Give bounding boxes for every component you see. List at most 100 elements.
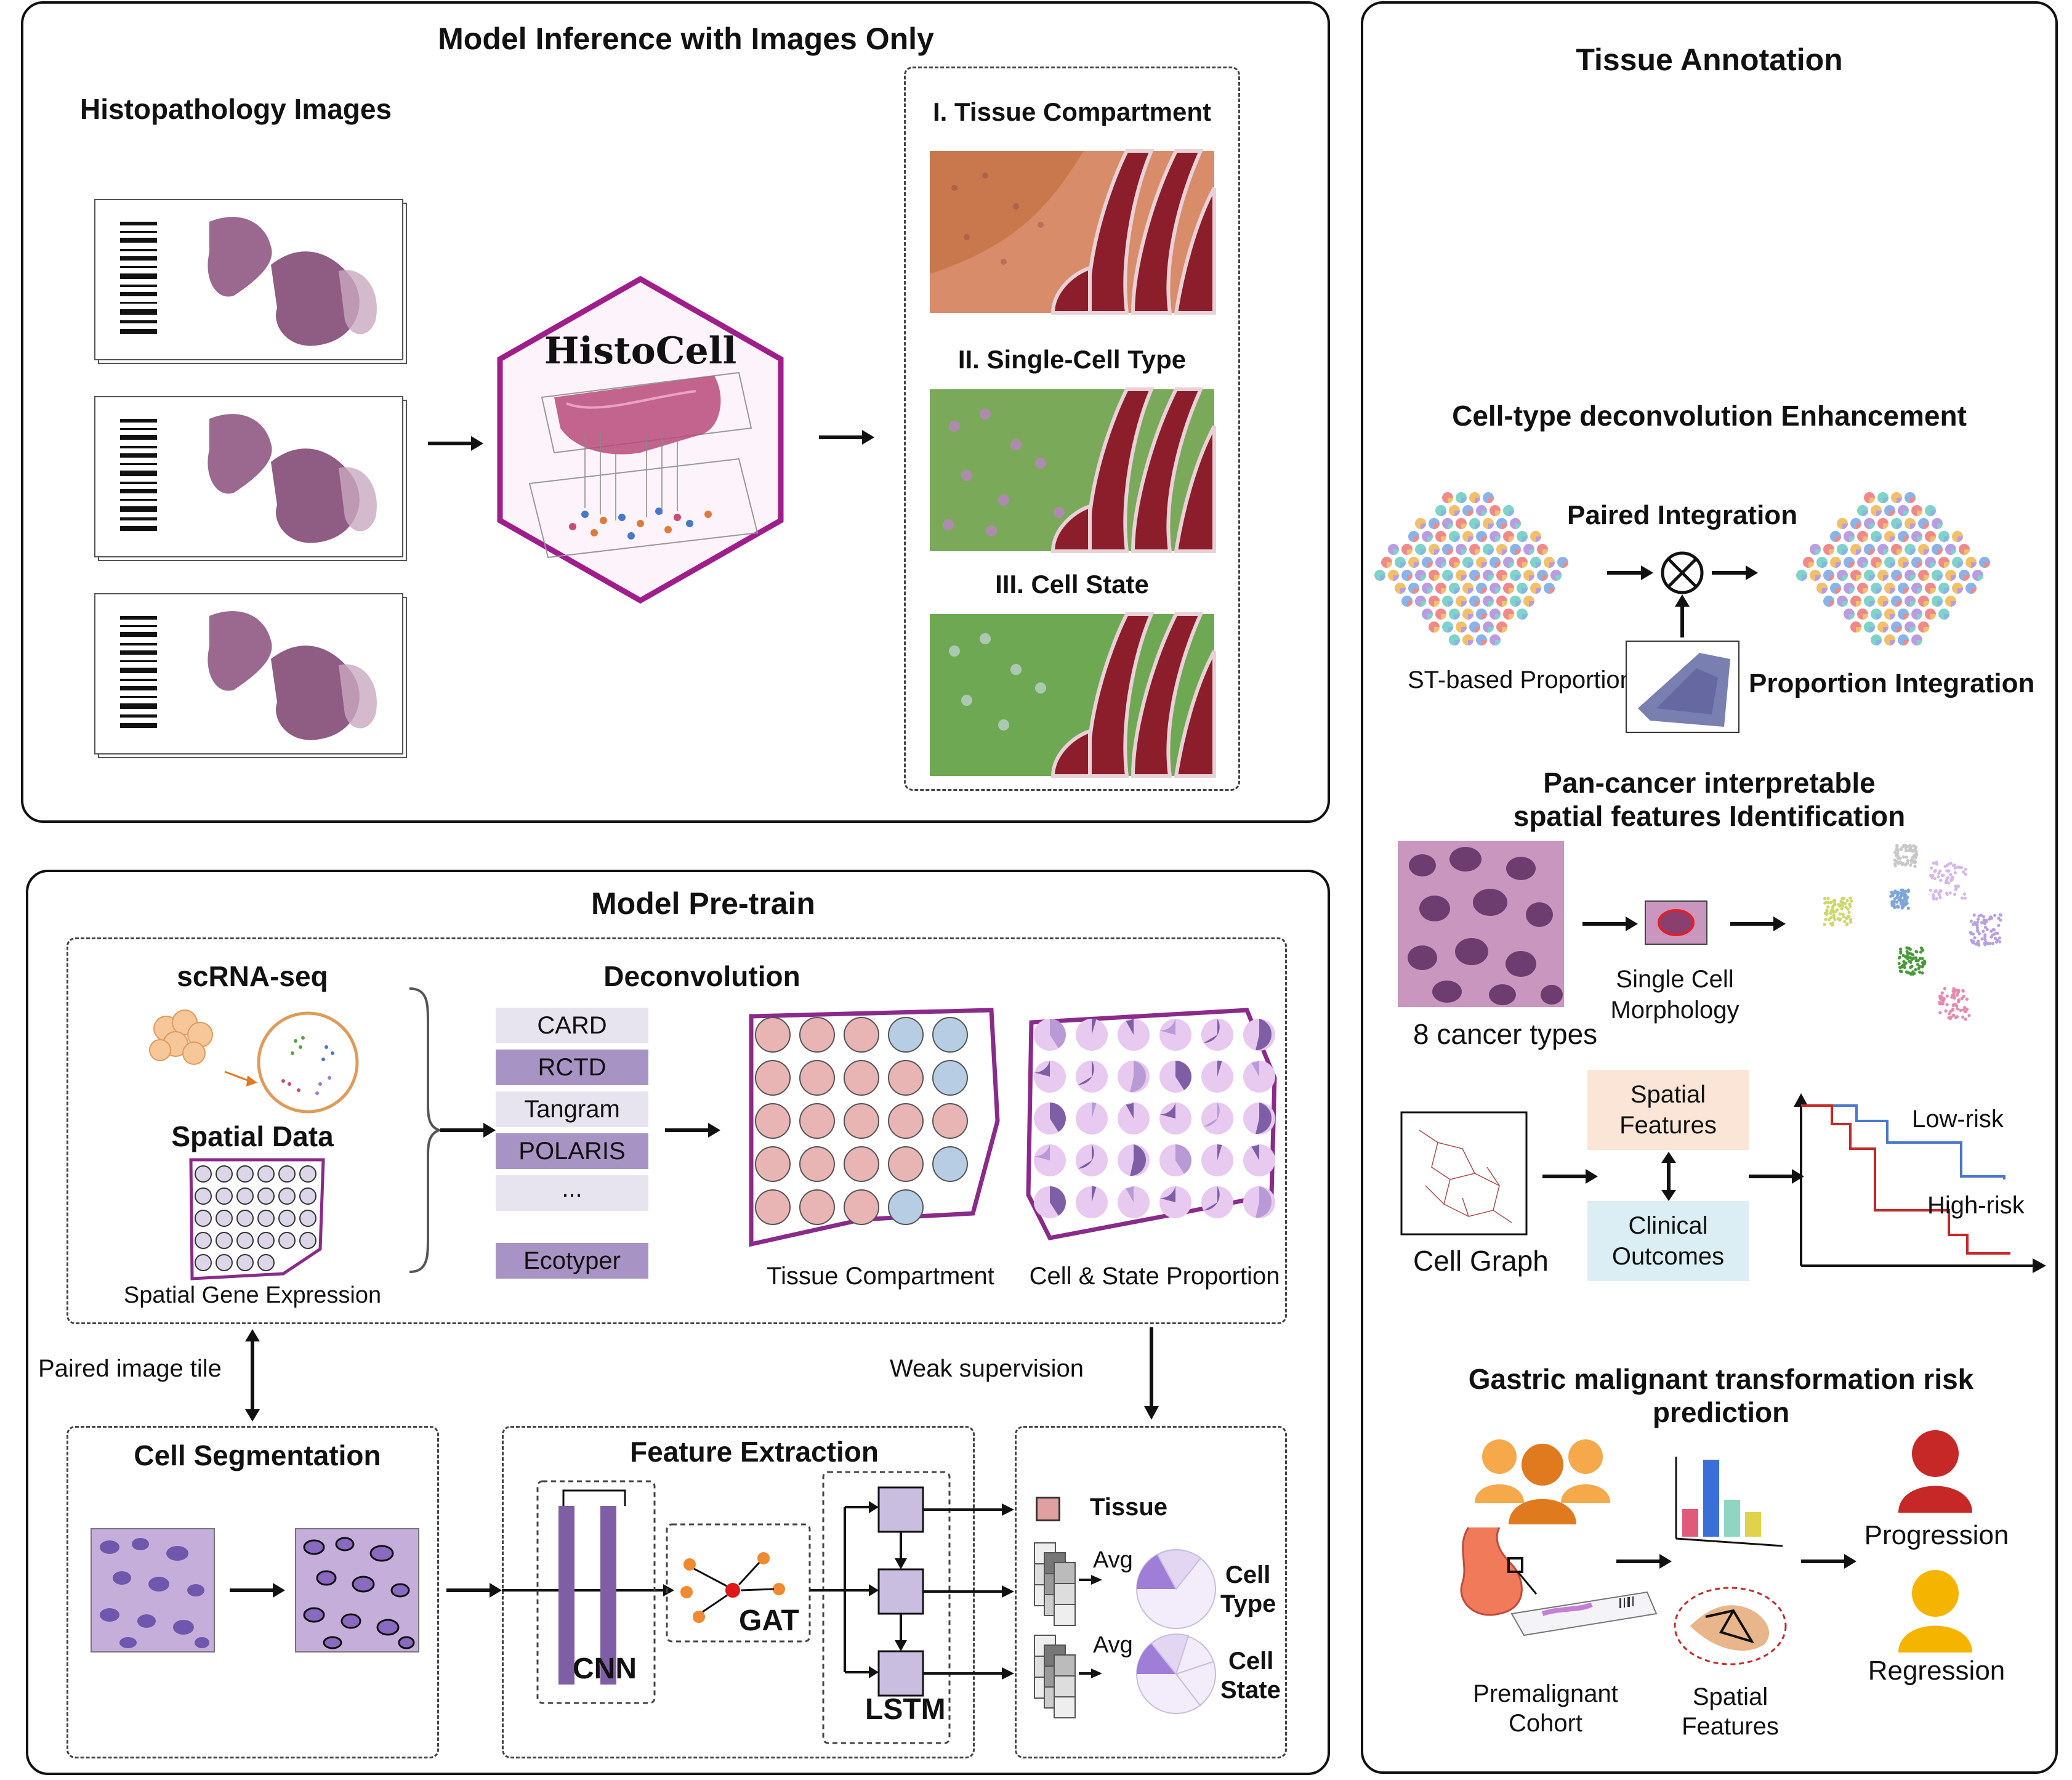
umap-point bbox=[1848, 896, 1852, 900]
umap-point bbox=[1983, 925, 1988, 929]
slide-2 bbox=[94, 396, 407, 561]
cell-state-label-2: State bbox=[1220, 1677, 1281, 1704]
tissue-output-label: Tissue bbox=[1090, 1494, 1167, 1521]
umap-point bbox=[1921, 965, 1924, 969]
st-spot bbox=[1898, 505, 1909, 516]
st-spot bbox=[1884, 609, 1895, 620]
umap-point bbox=[1985, 928, 1989, 931]
umap-point bbox=[1897, 961, 1901, 966]
umap-point bbox=[1975, 928, 1980, 932]
st-spot bbox=[1864, 544, 1875, 555]
cnn-label: CNN bbox=[573, 1653, 637, 1685]
st-spot bbox=[1877, 492, 1889, 503]
umap-point bbox=[1844, 905, 1848, 909]
umap-point bbox=[1900, 965, 1904, 968]
umap-point bbox=[1910, 965, 1914, 968]
premalignant-label-1: Premalignant bbox=[1473, 1680, 1618, 1707]
st-spot bbox=[1469, 544, 1480, 555]
st-spot bbox=[1857, 531, 1868, 542]
arrow-features-to-survival bbox=[1749, 1169, 1804, 1184]
stacked-vectors-icon bbox=[1034, 1542, 1102, 1718]
curly-brace bbox=[409, 987, 443, 1273]
umap-point bbox=[1897, 956, 1901, 960]
umap-point bbox=[1897, 862, 1900, 865]
umap-point bbox=[1893, 905, 1897, 909]
proportion-spot bbox=[1159, 1186, 1191, 1218]
st-spot bbox=[1435, 583, 1446, 594]
proportion-spot bbox=[1034, 1102, 1066, 1135]
avg-label-1: Avg bbox=[1093, 1547, 1133, 1573]
umap-point bbox=[1956, 991, 1960, 995]
st-spot bbox=[1911, 634, 1922, 645]
st-spot bbox=[1938, 557, 1949, 568]
umap-point bbox=[1850, 899, 1853, 903]
umap-point bbox=[1946, 869, 1949, 873]
umap-point bbox=[1977, 932, 1981, 936]
st-spot bbox=[1496, 544, 1507, 555]
st-spot bbox=[1530, 583, 1541, 594]
st-spot bbox=[1816, 583, 1828, 594]
st-spot bbox=[1449, 557, 1460, 568]
compartment-spot bbox=[799, 1060, 835, 1096]
st-spot bbox=[1850, 621, 1861, 633]
umap-point bbox=[1939, 878, 1943, 882]
umap-point bbox=[1901, 905, 1905, 909]
proportion-spot bbox=[1243, 1061, 1275, 1093]
umap-point bbox=[1983, 941, 1986, 945]
st-spot bbox=[1837, 570, 1848, 581]
umap-point bbox=[1943, 864, 1947, 868]
st-spot bbox=[1864, 518, 1875, 529]
st-spot bbox=[1938, 531, 1949, 542]
st-spot bbox=[1503, 609, 1514, 620]
umap-point bbox=[1837, 918, 1842, 922]
proportion-spot bbox=[1201, 1019, 1233, 1051]
st-spot bbox=[1429, 621, 1440, 633]
umap-point bbox=[1938, 889, 1942, 892]
umap-point bbox=[1964, 1017, 1967, 1021]
umap-point bbox=[1848, 918, 1853, 921]
umap-point bbox=[1960, 997, 1964, 1000]
st-spot bbox=[1844, 583, 1855, 594]
compartment-spot bbox=[844, 1146, 879, 1182]
umap-point bbox=[1948, 891, 1952, 895]
st-spot bbox=[1483, 544, 1494, 555]
paired-image-tile-label: Paired image tile bbox=[38, 1355, 222, 1382]
st-spot bbox=[1476, 609, 1487, 620]
umap-point bbox=[1896, 852, 1900, 856]
compartment-spot bbox=[932, 1017, 968, 1053]
proportion-spot bbox=[1118, 1019, 1150, 1051]
spatial-graph-icon bbox=[1674, 1587, 1787, 1665]
st-spot bbox=[1503, 505, 1514, 516]
umap-point bbox=[1895, 896, 1899, 899]
umap-point bbox=[1897, 891, 1900, 895]
umap-point bbox=[1903, 843, 1907, 847]
st-spot bbox=[1401, 570, 1413, 581]
decon-enhancement-title: Cell-type deconvolution Enhancement bbox=[1452, 400, 1967, 432]
st-spot bbox=[1959, 544, 1970, 555]
st-spot bbox=[1844, 531, 1855, 542]
umap-point bbox=[1953, 871, 1957, 875]
umap-point bbox=[1914, 849, 1918, 853]
st-spot bbox=[1476, 557, 1487, 568]
avg-label-2: Avg bbox=[1093, 1632, 1133, 1658]
umap-point bbox=[1973, 921, 1977, 924]
umap-point bbox=[1823, 897, 1827, 900]
umap-point bbox=[1919, 950, 1923, 954]
umap-point bbox=[1892, 900, 1896, 904]
st-spot bbox=[1490, 634, 1501, 645]
st-proportion-label: ST-based Proportion bbox=[1408, 666, 1634, 694]
umap-point bbox=[1989, 915, 1993, 919]
feature-bar bbox=[1724, 1500, 1740, 1537]
umap-point bbox=[1957, 865, 1962, 869]
umap-point bbox=[1906, 859, 1910, 863]
st-spot bbox=[1435, 609, 1446, 620]
pan-cancer-title-2: spatial features Identification bbox=[1513, 800, 1906, 832]
umap-point bbox=[1903, 965, 1906, 969]
umap-point bbox=[1954, 1016, 1958, 1019]
lstm-label: LSTM bbox=[865, 1693, 946, 1726]
umap-point bbox=[1941, 997, 1945, 1001]
spatial-features-box: Spatial Features bbox=[1587, 1070, 1749, 1150]
st-spot bbox=[1905, 570, 1916, 581]
umap-point bbox=[1991, 941, 1995, 945]
umap-point bbox=[1961, 1015, 1965, 1019]
